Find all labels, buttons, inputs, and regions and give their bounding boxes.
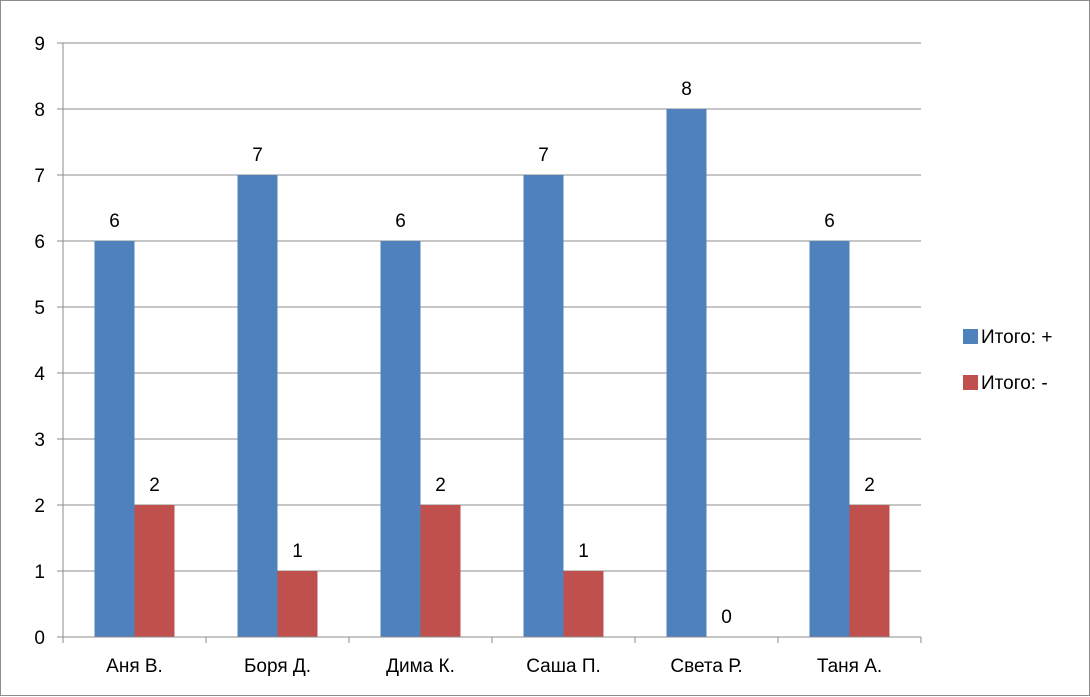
gridlines <box>63 42 921 572</box>
legend-entry: Итого: - <box>981 373 1048 394</box>
data-label: 7 <box>252 145 263 166</box>
y-tick-label: 4 <box>34 364 45 385</box>
bar <box>94 241 135 637</box>
bar <box>563 571 604 637</box>
data-label: 1 <box>578 541 589 562</box>
data-label: 6 <box>109 211 120 232</box>
data-label: 8 <box>681 79 692 100</box>
bar <box>849 505 890 637</box>
y-tick-label: 6 <box>34 232 45 253</box>
y-tick-label: 2 <box>34 496 45 517</box>
data-label: 7 <box>538 145 549 166</box>
bar <box>380 241 421 637</box>
y-tick-label: 3 <box>34 430 45 451</box>
data-label: 2 <box>149 475 160 496</box>
y-tick-label: 9 <box>34 34 45 55</box>
y-tick-label: 5 <box>34 298 45 319</box>
bars <box>94 109 890 637</box>
data-label: 6 <box>824 211 835 232</box>
bar <box>237 175 278 637</box>
x-tick-label: Аня В. <box>106 656 163 677</box>
data-labels: 6 2 7 1 6 2 7 1 8 0 6 2 <box>109 79 875 628</box>
bar <box>666 109 707 637</box>
y-tick-label: 1 <box>34 562 45 583</box>
bar <box>134 505 175 637</box>
legend-swatch <box>963 329 978 344</box>
bar <box>523 175 564 637</box>
bar <box>277 571 318 637</box>
data-label: 2 <box>864 475 875 496</box>
x-tick-label: Таня А. <box>817 656 882 677</box>
legend-swatch <box>963 375 978 390</box>
x-tick-label: Света Р. <box>670 656 742 677</box>
x-tick-label: Боря Д. <box>244 656 311 677</box>
y-tick-label: 7 <box>34 166 45 187</box>
data-label: 2 <box>435 475 446 496</box>
x-tick-label: Дима К. <box>386 656 455 677</box>
data-label: 1 <box>292 541 303 562</box>
data-label: 6 <box>395 211 406 232</box>
axes: 0 1 2 3 4 5 6 7 8 9 Аня В. Боря Д. Дима К. Саша П. Све… <box>34 34 922 677</box>
legend: Итого: + Итого: - <box>963 327 1052 394</box>
y-tick-label: 0 <box>34 628 45 649</box>
data-label: 0 <box>721 607 732 628</box>
bar <box>420 505 461 637</box>
legend-entry: Итого: + <box>981 327 1052 348</box>
x-tick-label: Саша П. <box>526 656 601 677</box>
y-tick-label: 8 <box>34 100 45 121</box>
bar <box>809 241 850 637</box>
